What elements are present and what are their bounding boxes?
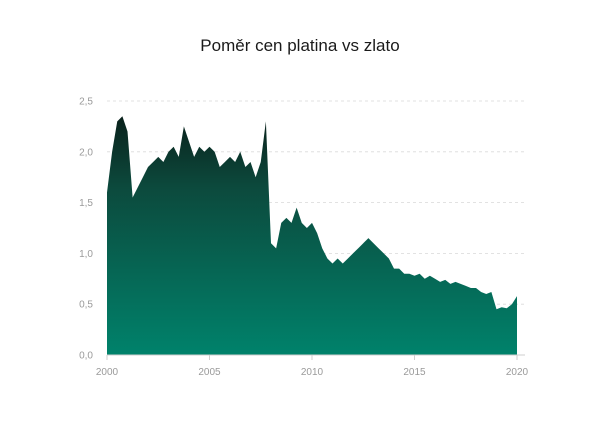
y-tick-label: 2,5 xyxy=(79,97,93,108)
y-tick-label: 0,0 xyxy=(79,351,93,362)
axes: 0,0 0,5 1,0 1,5 2,0 2,5 2000 2005 2010 2015 2020 xyxy=(79,97,528,379)
y-tick-label: 2,0 xyxy=(79,147,93,158)
x-tick-label: 2020 xyxy=(506,367,529,378)
y-tick-label: 1,0 xyxy=(79,249,93,260)
y-tick-label: 0,5 xyxy=(79,300,93,311)
data-area xyxy=(107,116,517,356)
x-tick-label: 2005 xyxy=(198,367,221,378)
series-area xyxy=(107,116,517,356)
y-tick-label: 1,5 xyxy=(79,198,93,209)
x-tick-label: 2010 xyxy=(301,367,324,378)
x-tick-label: 2015 xyxy=(403,367,426,378)
chart-title: Poměr cen platina vs zlato xyxy=(200,36,400,55)
x-tick-label: 2000 xyxy=(96,367,119,378)
